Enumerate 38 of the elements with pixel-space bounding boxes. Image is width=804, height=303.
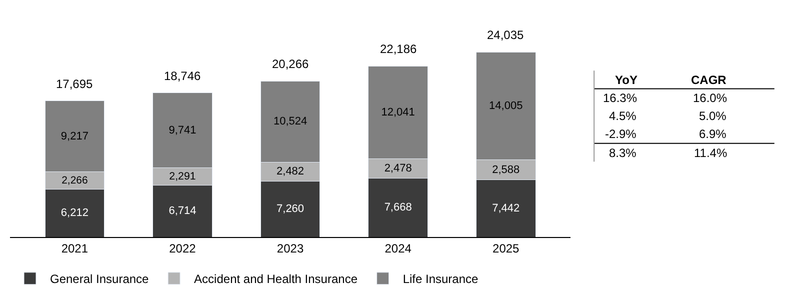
data-label: 9,741 (168, 124, 196, 136)
total-label: 24,035 (487, 28, 524, 42)
data-label: 2,482 (276, 166, 304, 178)
total-label: 20,266 (272, 57, 310, 71)
total-label: 17,695 (56, 77, 94, 91)
data-label: 9,217 (60, 130, 88, 142)
total-label: 18,746 (164, 69, 202, 83)
text: YoY (615, 73, 638, 87)
text: 4.5% (609, 109, 637, 123)
data-label: 14,005 (489, 100, 523, 112)
legend-label: General Insurance (50, 272, 150, 286)
data-label: 2,588 (492, 164, 520, 176)
data-label: 6,714 (168, 205, 196, 218)
data-label: 10,524 (273, 116, 308, 128)
legend-label: Accident and Health Insurance (194, 272, 358, 286)
x-tick-label: 2023 (276, 241, 304, 256)
x-tick-label: 2022 (169, 241, 196, 256)
text: 5.0% (699, 109, 727, 123)
text: 6.9% (699, 127, 727, 141)
data-label: 2,266 (62, 175, 88, 186)
text: 16.3% (603, 91, 638, 105)
text: 16.0% (693, 91, 728, 105)
data-label: 12,041 (381, 106, 415, 119)
total-label: 22,186 (380, 42, 418, 56)
legend-label: Life Insurance (402, 272, 479, 286)
text: CAGR (691, 73, 727, 87)
data-label: 7,668 (384, 202, 412, 214)
data-label: 7,442 (492, 202, 520, 214)
data-label: 2,291 (169, 170, 196, 182)
text: -2.9% (605, 127, 637, 141)
x-tick-label: 2021 (61, 241, 88, 256)
x-tick-label: 2025 (492, 241, 520, 256)
data-label: 6,212 (60, 207, 88, 220)
text: 11.4% (694, 146, 728, 160)
data-label: 7,260 (276, 203, 304, 216)
data-label: 2,478 (384, 162, 412, 175)
text: 8.3% (609, 146, 637, 160)
x-tick-label: 2024 (384, 241, 412, 256)
